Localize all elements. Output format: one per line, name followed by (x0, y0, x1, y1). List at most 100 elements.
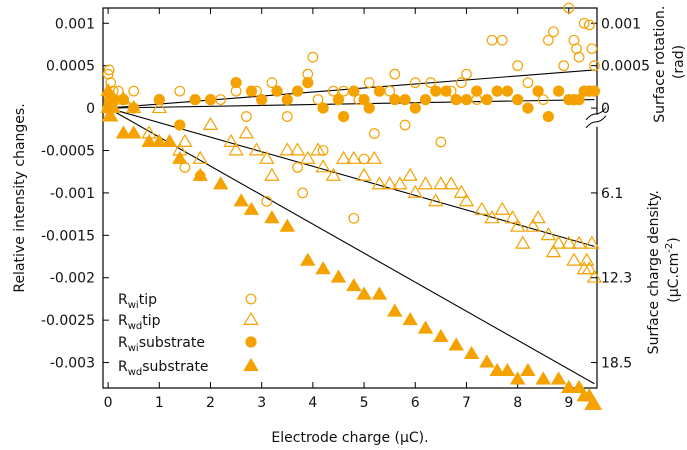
data-point (453, 184, 470, 198)
legend: Rwitip Rwdtip Rwisubstrate Rwdsubstrate (118, 292, 259, 378)
data-point (542, 34, 554, 46)
data-point (489, 362, 505, 376)
data-point (141, 133, 157, 147)
data-point (335, 150, 352, 164)
data-point (509, 371, 526, 385)
y2-tick-label: 0.0005 (601, 59, 650, 75)
fit-line (107, 107, 595, 247)
data-point (433, 328, 449, 343)
data-point (409, 102, 421, 114)
right-axis-top-label-line1: Surface rotation. (652, 6, 668, 123)
data-point (433, 176, 449, 190)
data-point (161, 133, 178, 147)
data-point (315, 159, 331, 173)
data-point (368, 128, 380, 139)
data-point (563, 2, 575, 14)
data-point (174, 85, 186, 97)
data-point (584, 235, 600, 249)
data-point (583, 19, 595, 31)
series-wi-substrate (102, 77, 601, 131)
data-point (561, 379, 577, 393)
data-point (153, 94, 165, 106)
data-point (102, 108, 119, 122)
data-point (525, 218, 541, 232)
data-point (371, 176, 388, 190)
data-point (479, 354, 495, 368)
data-point (440, 85, 452, 97)
data-point (259, 150, 275, 164)
data-point (571, 235, 587, 249)
y-tick-label: 0 (86, 101, 95, 117)
data-point (428, 193, 444, 207)
data-point (389, 94, 401, 106)
legend-label: Rwdsubstrate (118, 359, 209, 378)
data-point (474, 201, 490, 215)
data-point (566, 252, 582, 266)
data-point (573, 51, 585, 63)
data-point (407, 184, 423, 198)
data-point (261, 195, 273, 207)
axis-break-mark (585, 107, 607, 129)
data-point (291, 85, 304, 97)
data-point (292, 162, 303, 173)
data-point (279, 218, 295, 232)
data-point (417, 176, 434, 190)
data-points (100, 2, 603, 410)
data-point (450, 94, 462, 106)
axis-break-line (585, 107, 607, 121)
data-point (346, 278, 362, 292)
data-point (399, 119, 411, 131)
data-point (103, 64, 115, 76)
data-point (586, 43, 598, 55)
data-point (363, 77, 375, 89)
data-point (581, 261, 598, 275)
y2-tick-label: 12.3 (601, 271, 632, 287)
data-point (571, 379, 587, 393)
data-point (238, 125, 255, 139)
data-point (289, 142, 306, 156)
data-point (389, 68, 401, 80)
y-tick-label: -0.003 (50, 356, 95, 372)
data-point (330, 269, 347, 283)
data-point (455, 77, 467, 89)
data-point (471, 85, 483, 97)
data-point (256, 94, 268, 106)
data-point (128, 102, 140, 114)
right-axis-bottom-label-close: ) (666, 237, 682, 242)
data-point (540, 227, 557, 241)
x-tick-label: 1 (155, 395, 164, 411)
data-point (496, 34, 508, 46)
data-point (494, 201, 510, 215)
data-point (100, 82, 116, 97)
data-point (264, 210, 280, 224)
data-point (399, 94, 411, 106)
data-point (332, 94, 345, 106)
data-point (579, 252, 595, 266)
data-point (491, 85, 503, 97)
data-point (512, 60, 524, 72)
data-point (486, 34, 498, 46)
data-point (128, 85, 140, 97)
data-point (356, 167, 372, 181)
data-point (522, 77, 534, 89)
data-point (348, 85, 360, 97)
data-point (509, 218, 526, 232)
data-point (179, 162, 191, 173)
legend-label: Rwdtip (118, 313, 161, 332)
data-point (409, 77, 421, 89)
data-point (151, 99, 168, 114)
data-point (230, 77, 242, 89)
data-point (550, 371, 567, 385)
axis-break-line (585, 115, 607, 129)
data-point (532, 85, 544, 97)
y-tick-label: -0.0015 (41, 228, 95, 244)
data-point (297, 187, 309, 199)
data-point (425, 77, 437, 89)
legend-marker (243, 311, 259, 325)
x-tick-label: 8 (513, 395, 522, 411)
data-point (504, 210, 521, 224)
data-point (248, 142, 265, 156)
y-axis-label: Relative intensity changes. (12, 103, 28, 292)
x-tick-label: 2 (206, 395, 215, 411)
data-point (115, 125, 132, 139)
